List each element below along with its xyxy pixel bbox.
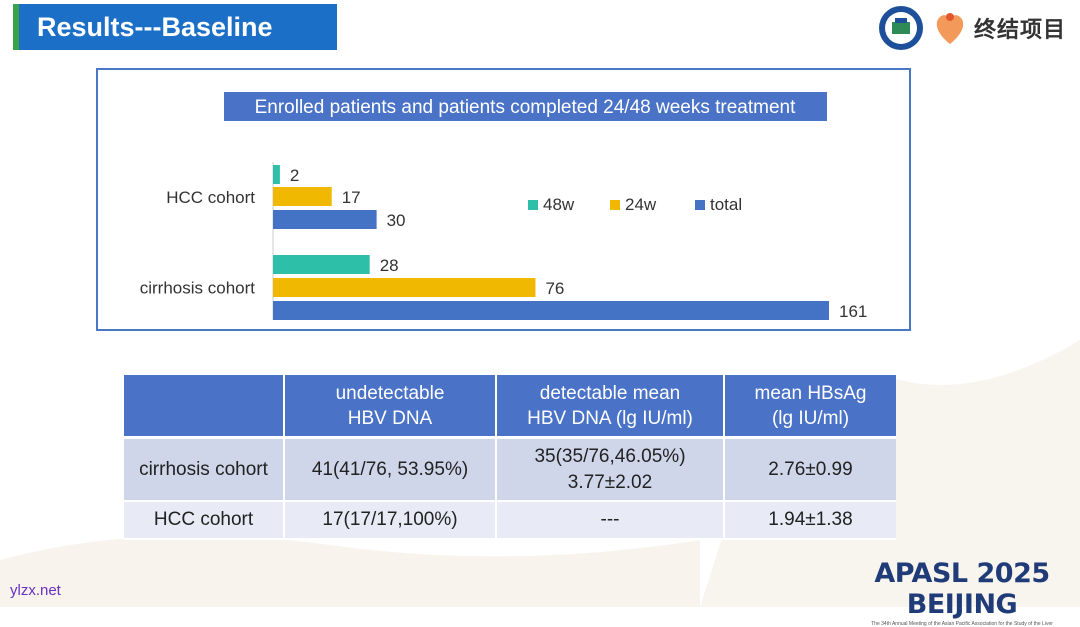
watermark-text: ylzx.net	[10, 582, 61, 599]
data-label-48w: 28	[380, 256, 399, 275]
cell-hbsag: 1.94±1.38	[724, 501, 896, 540]
row-label: cirrhosis cohort	[124, 437, 285, 502]
data-label-24w: 76	[545, 279, 564, 298]
table-row: HCC cohort 17(17/17,100%) --- 1.94±1.38	[124, 501, 896, 540]
cell-undetectable: 41(41/76, 53.95%)	[284, 437, 497, 502]
header-detectable-mean: detectable mean HBV DNA (lg IU/ml)	[496, 375, 725, 439]
category-label: cirrhosis cohort	[140, 279, 256, 298]
bar-48w	[273, 165, 280, 184]
legend-swatch-24w	[610, 200, 620, 210]
data-label-total: 161	[839, 302, 867, 321]
header-empty	[124, 375, 285, 439]
conference-brand: APASL 2025 BEIJING The 34th Annual Meeti…	[862, 558, 1062, 627]
header-hbsag: mean HBsAg (lg IU/ml)	[724, 375, 896, 439]
table-row: cirrhosis cohort 41(41/76, 53.95%) 35(35…	[124, 437, 896, 502]
legend-swatch-48w	[528, 200, 538, 210]
bar-24w	[273, 278, 536, 297]
cell-detectable-mean: 3.77±2.02	[567, 471, 653, 493]
legend-swatch-total	[695, 200, 705, 210]
bar-chart: Enrolled patients and patients completed…	[140, 92, 867, 321]
university-seal-icon	[878, 6, 923, 50]
data-label-24w: 17	[342, 188, 361, 207]
legend-label-total: total	[710, 195, 742, 214]
chart-title: Enrolled patients and patients completed…	[255, 97, 796, 118]
bar-48w	[273, 255, 370, 274]
brand-title: APASL 2025 BEIJING	[874, 558, 1050, 620]
bar-total	[273, 301, 829, 320]
data-label-48w: 2	[290, 166, 299, 185]
data-label-total: 30	[387, 211, 406, 230]
bar-total	[273, 210, 377, 229]
brand-subtitle: The 34th Annual Meeting of the Asian Pac…	[871, 621, 1053, 627]
table-header-row: undetectable HBV DNA detectable mean HBV D…	[124, 375, 896, 439]
row-label: HCC cohort	[124, 501, 285, 540]
legend-label-48w: 48w	[543, 195, 575, 214]
bar-24w	[273, 187, 332, 206]
header-undetectable: undetectable HBV DNA	[284, 375, 497, 439]
cell-detectable-count: ---	[600, 509, 620, 530]
cell-detectable: 35(35/76,46.05%) 3.77±2.02	[496, 437, 725, 502]
enrollment-chart: Enrolled patients and patients completed…	[96, 68, 911, 331]
cell-undetectable: 17(17/17,100%)	[284, 501, 497, 540]
logo-text: 终结项目	[973, 17, 1066, 42]
cell-detectable: ---	[496, 501, 725, 540]
heart-logo-icon	[936, 13, 964, 44]
cell-detectable-count: 35(35/76,46.05%)	[534, 445, 686, 467]
header-logos: 终结项目	[878, 5, 1066, 51]
baseline-table: undetectable HBV DNA detectable mean HBV D…	[124, 375, 896, 540]
category-label: HCC cohort	[166, 188, 255, 207]
legend-label-24w: 24w	[625, 195, 657, 214]
cell-hbsag: 2.76±0.99	[724, 437, 896, 502]
chart-title-bg	[224, 92, 827, 121]
slide-title: Results---Baseline	[13, 4, 337, 50]
